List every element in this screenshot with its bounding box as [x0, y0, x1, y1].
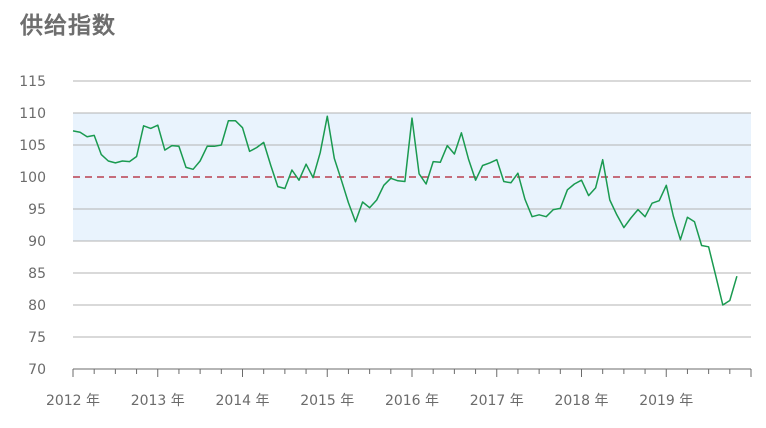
y-tick-label: 115 [19, 74, 46, 90]
x-tick-label: 2017 年 [470, 393, 524, 409]
chart-title: 供给指数 [20, 13, 116, 39]
x-tick-label: 2013 年 [131, 393, 185, 409]
x-tick-label: 2012 年 [46, 393, 100, 409]
x-tick-label: 2015 年 [300, 393, 354, 409]
y-tick-label: 85 [28, 266, 46, 282]
y-tick-label: 110 [19, 106, 46, 122]
y-tick-label: 80 [28, 298, 46, 314]
y-tick-label: 75 [28, 330, 46, 346]
y-tick-label: 70 [28, 362, 46, 378]
series-line-supply-index [72, 115, 738, 306]
y-tick-label: 105 [19, 138, 46, 154]
x-tick-label: 2016 年 [385, 393, 439, 409]
y-tick-label: 95 [28, 202, 46, 218]
x-tick-label: 2014 年 [215, 393, 269, 409]
x-tick-label: 2019 年 [639, 393, 693, 409]
x-tick-label: 2018 年 [554, 393, 608, 409]
y-tick-label: 90 [28, 234, 46, 250]
y-tick-label: 100 [19, 170, 46, 186]
